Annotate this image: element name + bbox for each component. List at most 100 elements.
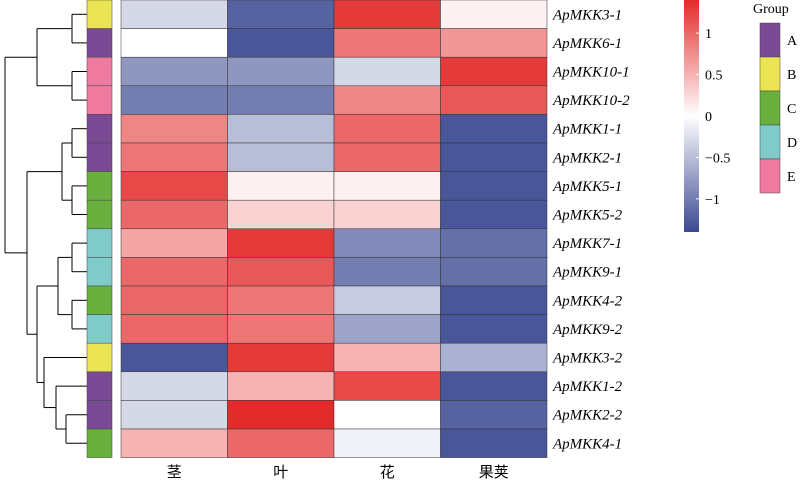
heatmap-cell xyxy=(227,400,335,430)
heatmap-cell xyxy=(333,314,441,344)
heatmap-cell xyxy=(333,85,441,115)
heatmap-cell xyxy=(440,428,548,458)
group-annotation-cell xyxy=(86,400,113,430)
heatmap-cell xyxy=(333,428,441,458)
heatmap-cell xyxy=(440,285,548,315)
heatmap-cell xyxy=(440,199,548,230)
heatmap-cell xyxy=(440,314,548,344)
heatmap-cell xyxy=(120,428,228,458)
heatmap-cell xyxy=(120,142,228,172)
heatmap-cell xyxy=(440,371,548,401)
row-label: ApMKK1-2 xyxy=(552,379,623,395)
heatmap-cell xyxy=(227,85,335,115)
heatmap-cell xyxy=(227,114,335,144)
heatmap-cell xyxy=(227,56,335,87)
heatmap-cell xyxy=(227,285,335,315)
group-annotation-cell xyxy=(86,342,113,373)
legend-swatch xyxy=(759,90,781,126)
row-labels: ApMKK3-1 ApMKK6-1 ApMKK10-1 ApMKK10-2 ApMKK1… xyxy=(552,7,630,452)
row-label: ApMKK4-2 xyxy=(552,293,623,309)
row-label: ApMKK10-1 xyxy=(552,65,630,81)
heatmap-cell xyxy=(120,171,228,201)
heatmap-cell xyxy=(227,228,335,258)
heatmap-cell xyxy=(333,342,441,373)
group-annotation-cell xyxy=(86,114,113,144)
heatmap-cell xyxy=(227,314,335,344)
column-label: 茎 xyxy=(167,463,182,481)
legend-label: E xyxy=(787,170,796,185)
row-dendrogram xyxy=(4,13,87,444)
column-label: 叶 xyxy=(273,463,288,481)
group-annotation-cell xyxy=(86,314,113,344)
row-label: ApMKK9-1 xyxy=(552,265,622,281)
heatmap-cell xyxy=(227,28,335,58)
heatmap-cell xyxy=(120,0,228,29)
column-labels: 茎 叶 花 果荚 xyxy=(167,463,509,481)
heatmap-cell xyxy=(333,0,441,29)
color-scale-label: 0.5 xyxy=(705,69,723,84)
heatmap-cell xyxy=(440,228,548,258)
legend-label: A xyxy=(787,34,798,49)
heatmap-cell xyxy=(227,371,335,401)
heatmap-cell xyxy=(120,85,228,115)
heatmap-cell xyxy=(333,257,441,287)
group-annotation-cell xyxy=(86,142,113,172)
heatmap-cell xyxy=(440,400,548,430)
heatmap-cell xyxy=(227,342,335,373)
heatmap-cell xyxy=(120,228,228,258)
legend-label: D xyxy=(787,136,797,151)
row-label: ApMKK7-1 xyxy=(552,236,622,252)
legend-swatch xyxy=(759,158,781,194)
heatmap-cell xyxy=(227,0,335,29)
heatmap-cell xyxy=(120,56,228,87)
heatmap-cell xyxy=(440,28,548,58)
group-annotation-cell xyxy=(86,85,113,115)
heatmap-cell xyxy=(333,56,441,87)
group-annotation-cell xyxy=(86,171,113,201)
group-annotation-cell xyxy=(86,0,113,29)
column-label: 果荚 xyxy=(479,463,509,481)
group-annotation-cell xyxy=(86,257,113,287)
heatmap-cell xyxy=(333,114,441,144)
row-label: ApMKK5-2 xyxy=(552,208,623,224)
heatmap-cell xyxy=(120,28,228,58)
row-label: ApMKK2-1 xyxy=(552,150,622,166)
row-label: ApMKK10-2 xyxy=(552,93,630,109)
heatmap-cell xyxy=(440,342,548,373)
legend-swatch xyxy=(759,56,781,92)
heatmap-cell xyxy=(333,400,441,430)
heatmap-cell xyxy=(333,199,441,230)
heatmap-cell xyxy=(120,114,228,144)
color-scale-label: 1 xyxy=(705,27,712,42)
color-scale-label: −1 xyxy=(705,193,720,208)
heatmap-cell xyxy=(333,285,441,315)
heatmap-cell xyxy=(440,0,548,29)
heatmap-cell xyxy=(120,285,228,315)
heatmap-cell xyxy=(227,142,335,172)
heatmap-cell xyxy=(333,28,441,58)
row-label: ApMKK4-1 xyxy=(552,436,622,452)
group-annotation-cell xyxy=(86,371,113,401)
heatmap-cell xyxy=(227,171,335,201)
heatmap-cell xyxy=(440,114,548,144)
group-annotation-cell xyxy=(86,285,113,315)
heatmap-cell xyxy=(440,85,548,115)
row-label: ApMKK3-1 xyxy=(552,7,622,23)
heatmap-cells xyxy=(120,0,548,458)
row-label: ApMKK5-1 xyxy=(552,179,622,195)
legend-label: B xyxy=(787,68,796,83)
legend-title: Group xyxy=(753,2,789,17)
heatmap-cell xyxy=(440,171,548,201)
group-annotation-column xyxy=(86,0,113,458)
legend-label: C xyxy=(787,102,796,117)
column-label: 花 xyxy=(380,463,395,481)
heatmap-cell xyxy=(333,171,441,201)
group-annotation-cell xyxy=(86,56,113,87)
heatmap-cell xyxy=(227,428,335,458)
row-label: ApMKK2-2 xyxy=(552,408,623,424)
color-scale-gradient xyxy=(684,0,699,232)
heatmap-cell xyxy=(333,142,441,172)
heatmap-cell xyxy=(120,314,228,344)
heatmap-cell xyxy=(120,199,228,230)
